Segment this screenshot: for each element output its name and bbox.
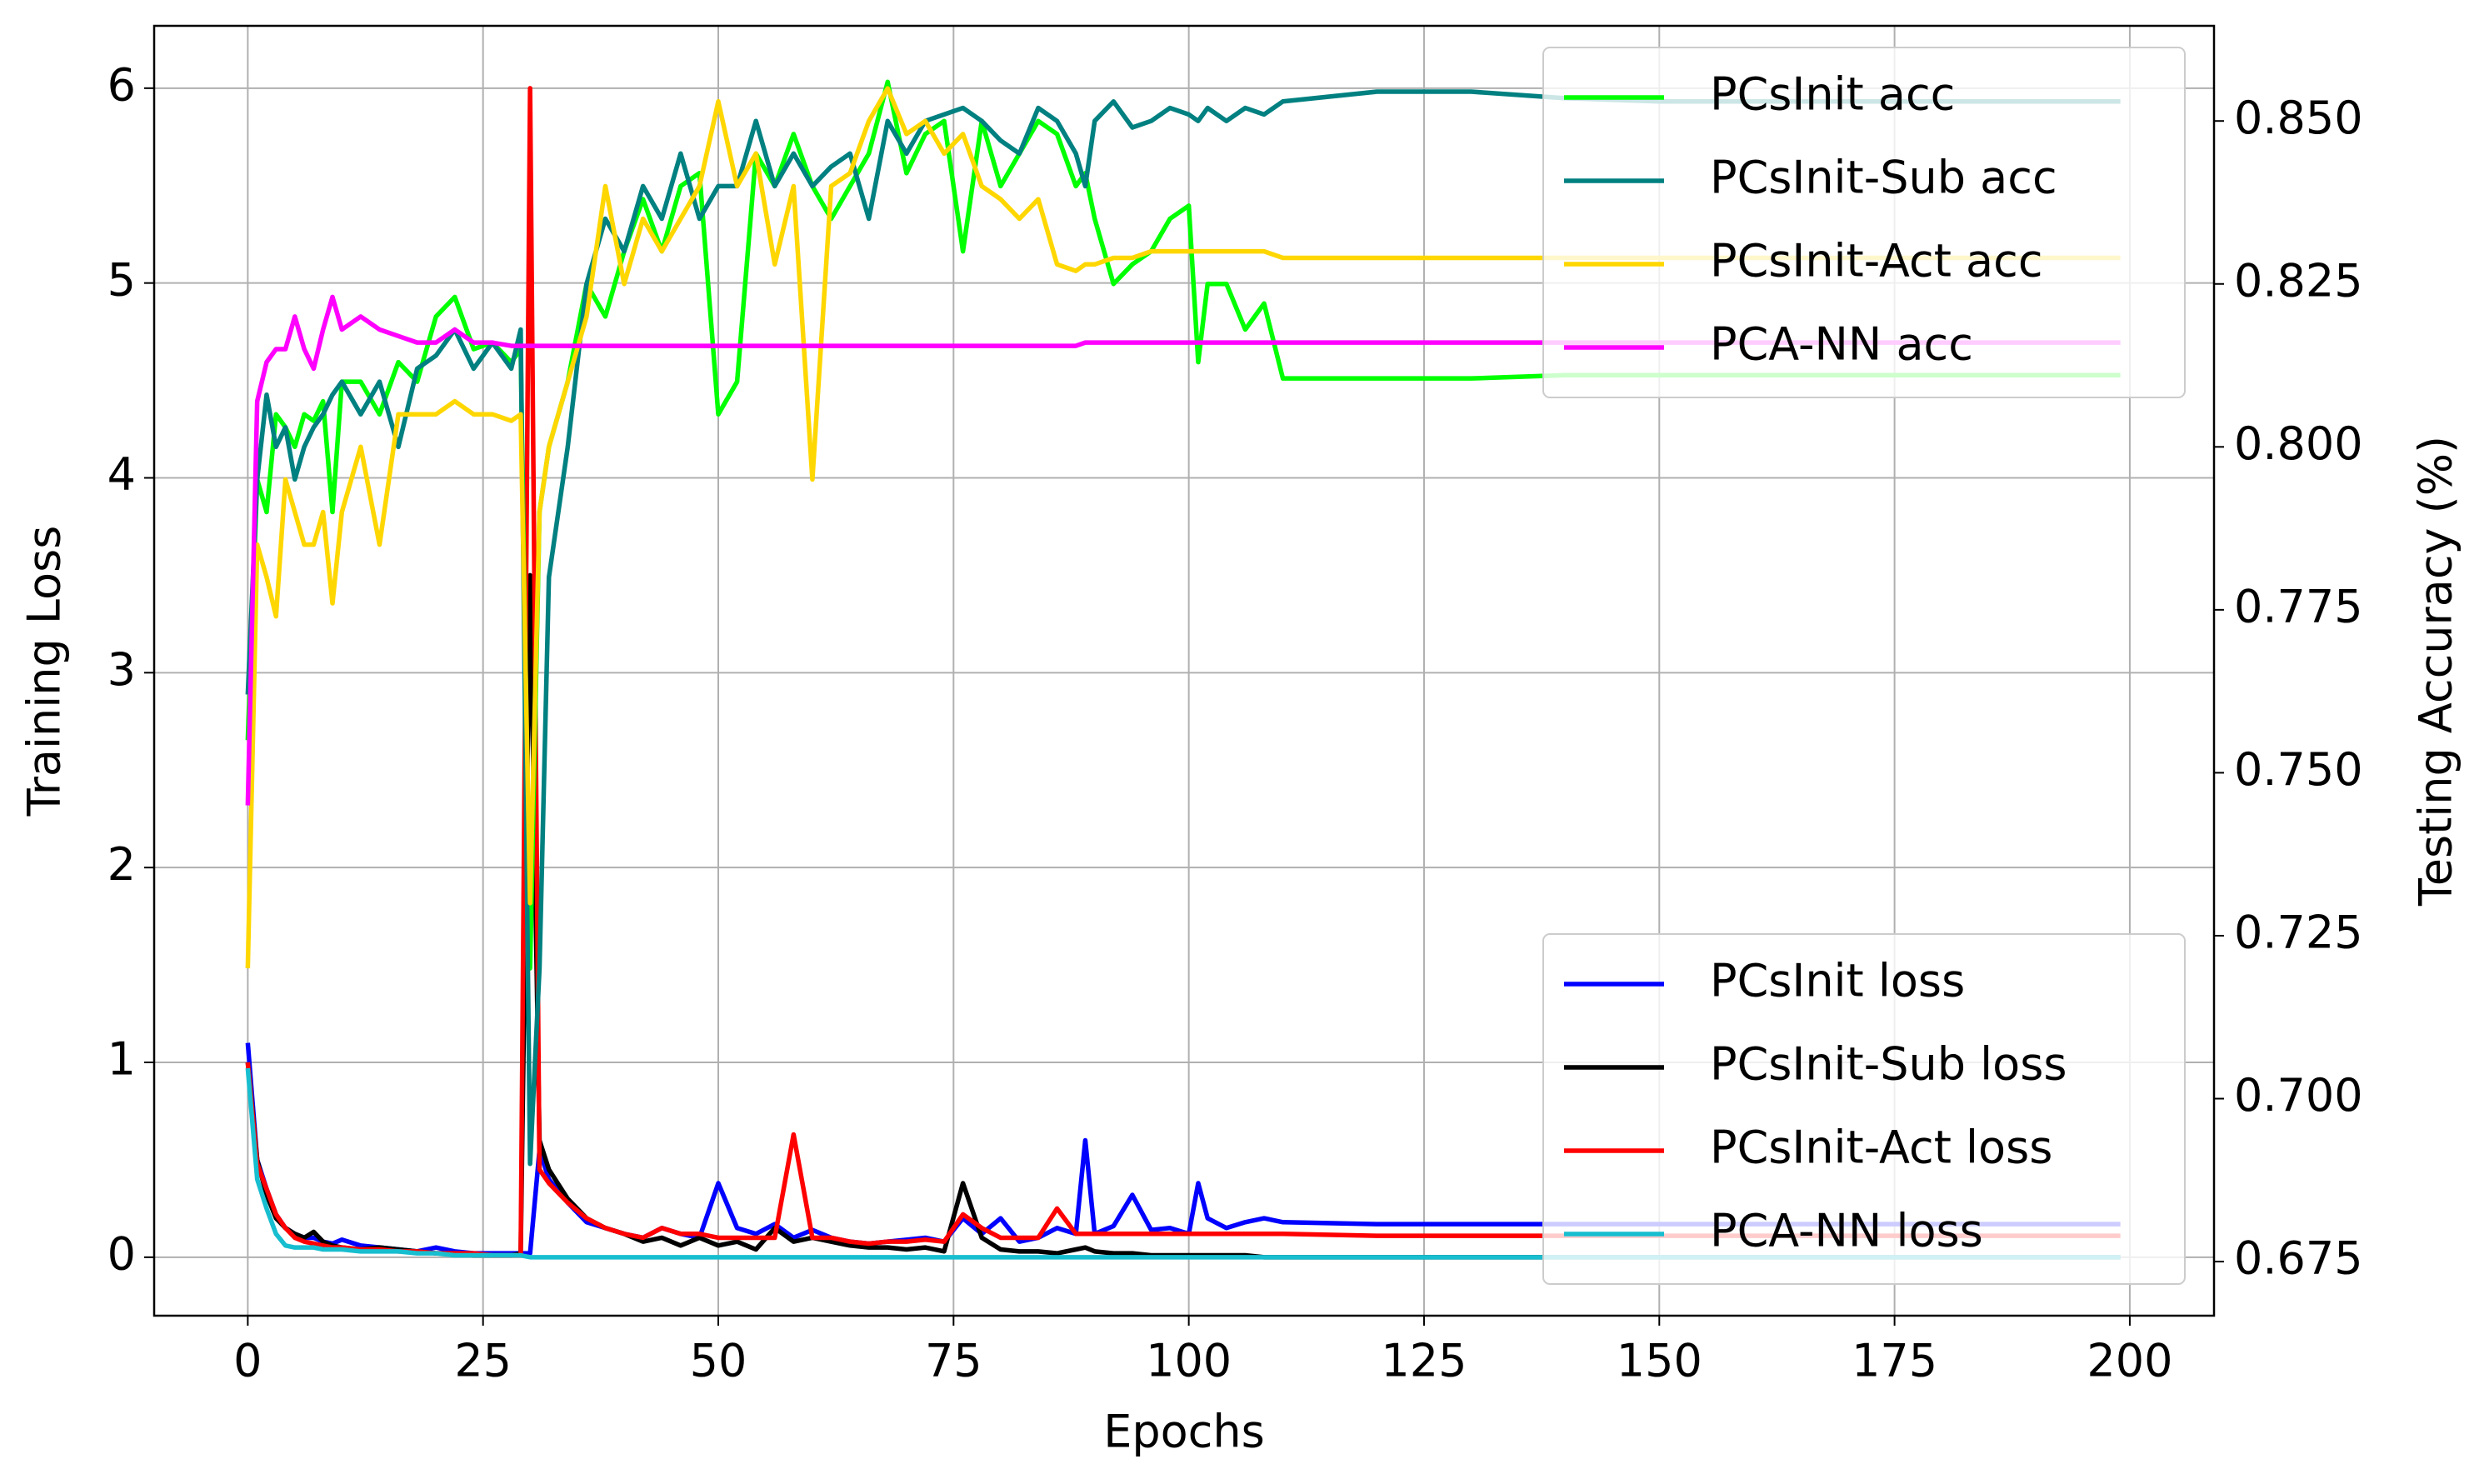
y2-tick-label: 0.700: [2234, 1069, 2363, 1122]
y-tick-label: 2: [107, 838, 136, 891]
legend-label: PCsInit-Act loss: [1710, 1122, 2052, 1174]
legend-label: PCA-NN acc: [1710, 318, 1973, 371]
x-tick-label: 175: [1852, 1335, 1937, 1387]
y-tick-label: 1: [107, 1033, 136, 1086]
data-line: [245, 89, 2121, 1167]
x-tick-label: 50: [690, 1335, 747, 1387]
legend-label: PCA-NN loss: [1710, 1205, 1983, 1257]
y2-tick-label: 0.750: [2234, 743, 2363, 796]
x-tick-label: 100: [1146, 1335, 1232, 1387]
y-tick-label: 6: [107, 58, 136, 111]
x-tick-label: 150: [1617, 1335, 1702, 1387]
x-tick-label: 125: [1381, 1335, 1467, 1387]
legend-box: [1542, 933, 2186, 1285]
x-tick-label: 25: [454, 1335, 512, 1387]
legend-label: PCsInit loss: [1710, 955, 1965, 1007]
y-tick-label: 4: [107, 448, 136, 501]
y-tick-label: 3: [107, 643, 136, 696]
plot-frame: [152, 24, 2216, 1317]
y-axis-label: Training Loss: [18, 526, 71, 817]
y-tick-label: 5: [107, 253, 136, 306]
legend-label: PCsInit acc: [1710, 68, 1955, 121]
data-line: [245, 86, 2121, 969]
y2-tick-label: 0.775: [2234, 581, 2363, 633]
x-axis-label: Epochs: [1103, 1406, 1264, 1458]
legend-label: PCsInit-Sub loss: [1710, 1038, 2067, 1091]
y2-tick-label: 0.850: [2234, 92, 2363, 144]
data-line: [245, 1067, 2121, 1260]
data-line: [245, 294, 2121, 806]
y2-tick-label: 0.800: [2234, 417, 2363, 470]
y2-tick-label: 0.825: [2234, 254, 2363, 307]
legend-label: PCsInit-Act acc: [1710, 235, 2043, 287]
data-line: [245, 79, 2121, 971]
legend-box: [1542, 47, 2186, 398]
y-tick-label: 0: [107, 1227, 136, 1280]
legend-label: PCsInit-Sub acc: [1710, 152, 2057, 204]
y2-tick-label: 0.675: [2234, 1232, 2363, 1285]
y2-tick-label: 0.725: [2234, 907, 2363, 959]
x-tick-label: 75: [925, 1335, 982, 1387]
y2-axis-label: Testing Accuracy (%): [2410, 436, 2462, 907]
x-tick-label: 0: [233, 1335, 262, 1387]
x-tick-label: 200: [2087, 1335, 2172, 1387]
